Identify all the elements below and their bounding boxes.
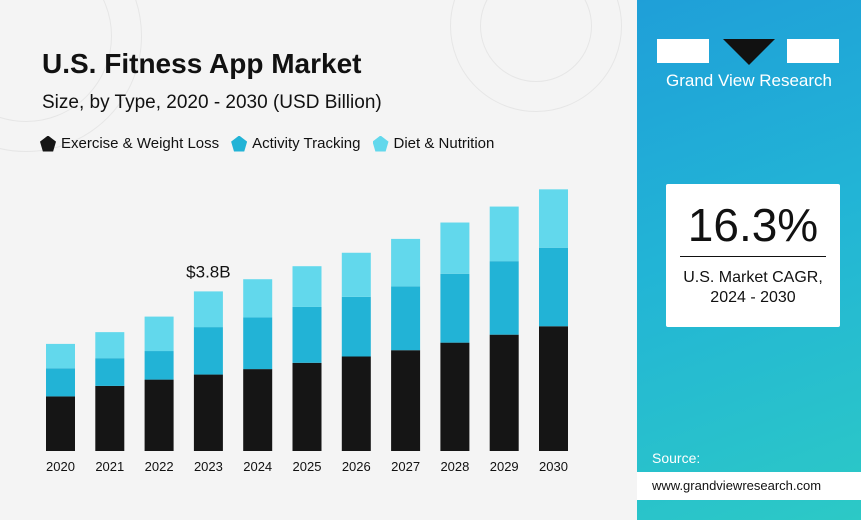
legend-label-activity: Activity Tracking [252,135,361,152]
bar-2020-series-1 [46,368,75,397]
bar-2029-series-2 [489,206,519,262]
bar-2024-series-0 [243,369,273,451]
x-tick-label: 2022 [145,459,174,474]
bar-2028-series-1 [440,273,470,343]
bar-2020-series-0 [46,396,75,451]
chart-subtitle: Size, by Type, 2020 - 2030 (USD Billion) [42,92,382,113]
bar-2025-series-2 [292,266,322,307]
bar-2025-series-1 [292,306,322,363]
source-url[interactable]: www.grandviewresearch.com [652,478,822,493]
x-tick-label: 2029 [490,459,519,474]
bar-annotation: $3.8B [186,262,230,281]
x-tick-label: 2020 [46,459,75,474]
source-label: Source: [652,450,701,466]
x-tick-label: 2030 [539,459,568,474]
bar-2030-series-2 [539,189,568,248]
legend-swatch-diet [372,135,389,152]
x-tick-label: 2027 [391,459,420,474]
bar-2027-series-0 [391,350,421,451]
x-tick-label: 2026 [342,459,371,474]
logo-triangle-icon [723,39,775,65]
legend-swatch-activity [231,135,248,152]
bar-2023-series-2 [193,291,223,328]
chart-panel: U.S. Fitness App Market Size, by Type, 2… [0,0,622,474]
bar-2023-series-0 [193,374,223,451]
brand-name: Grand View Research [666,71,832,90]
legend-label-diet: Diet & Nutrition [393,135,495,152]
source-url-bar: www.grandviewresearch.com [637,472,861,500]
logo-left-box [657,39,709,63]
bar-2021-series-1 [95,358,125,386]
x-tick-label: 2021 [95,459,124,474]
bar-2023-series-1 [193,327,223,375]
bar-2021-series-0 [95,385,125,451]
bar-2022-series-0 [144,379,174,451]
bar-2022-series-2 [144,316,174,352]
cagr-divider [680,256,826,257]
bar-2024-series-1 [243,317,273,370]
bar-2027-series-2 [391,238,421,287]
x-tick-label: 2023 [194,459,223,474]
chart-title: U.S. Fitness App Market [42,48,362,79]
legend-swatch-exercise [40,135,56,152]
bar-2030-series-1 [539,247,568,327]
bar-2024-series-2 [243,279,273,318]
legend-item-diet: Diet & Nutrition [372,135,495,152]
bar-2028-series-2 [440,222,470,274]
bar-2028-series-0 [440,342,470,451]
info-panel: Grand View Research 16.3% U.S. Market CA… [637,0,861,520]
x-tick-label: 2028 [440,459,469,474]
legend-item-activity: Activity Tracking [231,135,361,152]
chart-legend: Exercise & Weight Loss Activity Tracking… [40,135,506,152]
bar-2025-series-0 [292,362,322,451]
bar-2026-series-0 [341,356,371,451]
bar-2029-series-0 [489,334,519,451]
cagr-value: 16.3% [687,199,819,251]
cagr-card: 16.3% U.S. Market CAGR, 2024 - 2030 [666,184,840,327]
bar-chart: 2020 2021 2022 2023 $3.8B 2024 2025 2026 2027 202… [46,189,568,474]
legend-item-exercise: Exercise & Weight Loss [40,135,219,152]
bar-2029-series-1 [489,261,519,335]
bar-2022-series-1 [144,351,174,380]
bar-2026-series-1 [341,296,371,357]
bar-2020-series-2 [46,343,75,369]
x-tick-label: 2024 [243,459,272,474]
cagr-label-line1: U.S. Market CAGR, [683,269,823,286]
legend-label-exercise: Exercise & Weight Loss [61,135,220,152]
bar-2030-series-0 [539,326,568,451]
cagr-label: U.S. Market CAGR, 2024 - 2030 [666,268,840,308]
bar-2021-series-2 [95,332,125,359]
cagr-label-line2: 2024 - 2030 [710,289,796,306]
x-tick-label: 2025 [293,459,322,474]
bar-2027-series-1 [391,286,421,351]
logo-right-box [787,39,839,63]
bar-2026-series-2 [341,252,371,297]
